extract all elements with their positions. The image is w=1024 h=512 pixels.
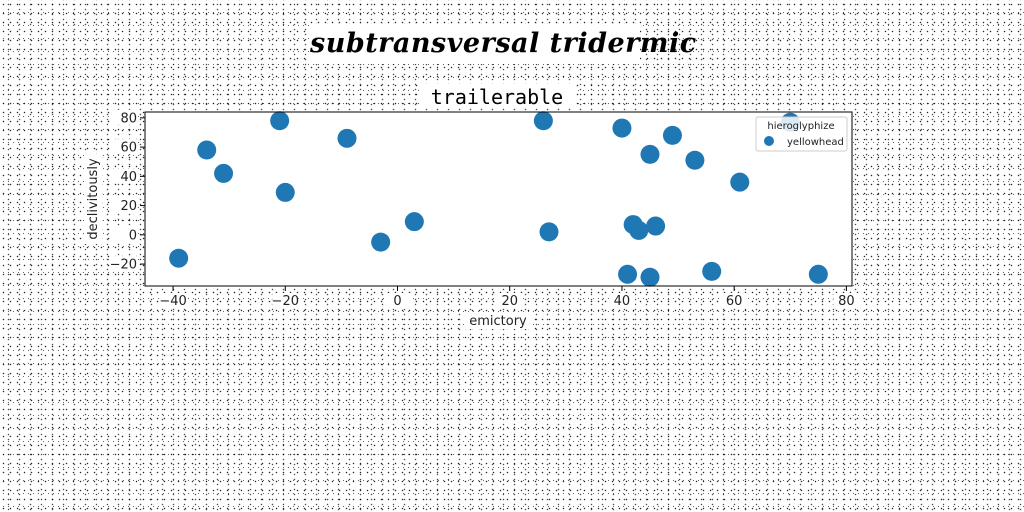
scatter-point xyxy=(270,111,290,131)
scatter-point xyxy=(371,232,391,252)
scatter-point xyxy=(214,163,234,183)
x-tick-label: −20 xyxy=(272,294,299,309)
x-tick-label-background xyxy=(496,293,523,308)
x-tick-label-background xyxy=(721,293,748,308)
y-tick-label-background xyxy=(111,139,138,155)
x-axis: −40 −20 0 20 40 60 80 xyxy=(159,286,860,309)
legend-title: hieroglyphize xyxy=(767,121,834,132)
y-tick-label: 60 xyxy=(120,141,137,156)
plot-area xyxy=(145,112,852,286)
y-tick-label: 20 xyxy=(120,199,137,214)
scatter-point xyxy=(662,125,682,145)
scatter-point xyxy=(646,216,666,236)
y-tick-label-background xyxy=(111,197,138,213)
y-tick-label: 80 xyxy=(120,111,137,126)
scatter-point xyxy=(640,144,660,164)
scatter-point xyxy=(169,248,189,268)
x-tick-label-background xyxy=(608,293,635,308)
scatter-point xyxy=(685,150,705,170)
x-tick-label-background xyxy=(272,293,299,308)
x-tick-label: 0 xyxy=(393,294,401,309)
y-tick-label: 0 xyxy=(129,228,137,243)
y-tick-label-background xyxy=(111,226,138,242)
title-background xyxy=(420,84,574,108)
y-axis-label: declivitously xyxy=(86,158,101,240)
y-tick-label-background xyxy=(111,109,138,125)
y-tick-label: −20 xyxy=(110,258,137,273)
plot-frame xyxy=(144,111,853,287)
legend: hieroglyphize yellowhead xyxy=(755,116,848,152)
scatter-point xyxy=(640,267,660,287)
scatter-point xyxy=(533,111,553,131)
figure-suptitle: subtransversal tridermic xyxy=(310,24,696,64)
y-axis: −20 0 20 40 60 80 xyxy=(110,109,145,273)
scatter-point xyxy=(275,182,295,202)
x-tick-label-background xyxy=(833,293,860,308)
legend-marker xyxy=(764,136,774,146)
scatter-point xyxy=(730,172,750,192)
legend-box xyxy=(755,116,848,152)
scatter-point xyxy=(702,261,722,281)
y-tick-label-background xyxy=(111,168,138,184)
scatter-point xyxy=(404,212,424,232)
scatter-point xyxy=(808,264,828,284)
scatter-point xyxy=(612,118,632,138)
x-label-background xyxy=(464,312,532,329)
data-points xyxy=(169,111,828,287)
chart-title: trailerable xyxy=(431,85,563,109)
x-tick-label-background xyxy=(160,293,187,308)
x-axis-label: emictory xyxy=(469,314,527,329)
x-tick-label: 20 xyxy=(501,294,518,309)
scatter-point xyxy=(618,264,638,284)
x-tick-label-background xyxy=(384,293,411,308)
scatter-point xyxy=(197,140,217,160)
x-tick-label: 40 xyxy=(614,294,631,309)
scatter-point xyxy=(539,222,559,242)
y-tick-label: 40 xyxy=(120,170,137,185)
y-tick-label-background xyxy=(111,256,138,272)
legend-series-label: yellowhead xyxy=(787,137,844,148)
scatter-point xyxy=(629,220,649,240)
x-tick-label: 80 xyxy=(838,294,855,309)
y-label-background xyxy=(84,154,102,244)
scatter-point xyxy=(337,128,357,148)
x-tick-label: −40 xyxy=(159,294,186,309)
x-tick-label: 60 xyxy=(726,294,743,309)
